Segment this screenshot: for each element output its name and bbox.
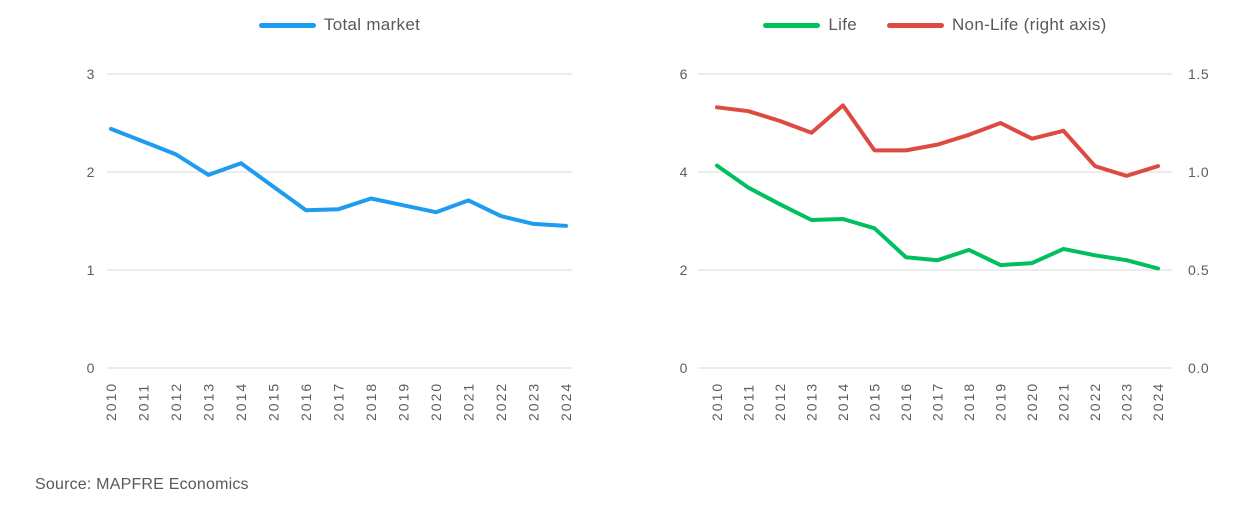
life-nonlife-chart: Life Non-Life (right axis) 0 0.0 2 0.5 4 1.0 6…	[626, 0, 1252, 440]
x-axis-tick: 2022	[493, 382, 509, 421]
life-legend-label: Life	[828, 15, 857, 34]
left-axis-tick: 6	[680, 66, 688, 82]
x-axis-tick: 2013	[804, 382, 820, 421]
right-axis-tick: 0.5	[1188, 262, 1209, 278]
x-axis-tick: 2021	[1056, 382, 1072, 421]
total-market-chart: Total market 0 1 2 3 2010 2011 2012 2013 2014 201…	[0, 0, 620, 440]
x-axis-tick: 2018	[961, 382, 977, 421]
life-nonlife-plot: 0 0.0 2 0.5 4 1.0 6 1.5 2010 2011 2012 2013 2014 2015…	[680, 66, 1209, 421]
total-market-line	[109, 126, 568, 228]
life-line-swatch	[763, 22, 821, 28]
x-axis-tick: 2015	[867, 382, 883, 421]
life-line	[715, 163, 1160, 271]
left-axis-tick: 2	[680, 262, 688, 278]
total-market-plot: 0 1 2 3 2010 2011 2012 2013 2014 2015 2016 2017 2018…	[87, 66, 574, 421]
total-market-legend: Total market	[107, 15, 572, 35]
source-note: Source: MAPFRE Economics	[35, 476, 249, 493]
left-axis-tick: 2	[87, 164, 95, 180]
non-life-right-axis-line	[715, 103, 1160, 178]
legend-item-life: Life	[763, 15, 857, 35]
total-market-legend-label: Total market	[323, 15, 421, 34]
x-axis-tick: 2010	[709, 382, 725, 421]
x-axis-tick: 2011	[136, 383, 152, 421]
right-axis-tick: 1.0	[1188, 164, 1209, 180]
non-life-line-swatch	[886, 22, 944, 28]
x-axis-tick: 2010	[103, 382, 119, 421]
x-axis-tick: 2023	[526, 382, 542, 421]
x-axis-tick: 2011	[741, 383, 757, 421]
x-axis-tick: 2020	[428, 382, 444, 421]
x-axis-tick: 2012	[168, 382, 184, 421]
x-axis-tick: 2021	[461, 382, 477, 421]
left-axis-tick: 1	[87, 262, 95, 278]
left-axis-tick: 0	[87, 360, 95, 376]
left-axis-tick: 3	[87, 66, 95, 82]
left-axis-tick: 0	[680, 360, 688, 376]
x-axis-tick: 2014	[233, 382, 249, 421]
x-axis-tick: 2017	[930, 382, 946, 421]
right-axis-tick: 0.0	[1188, 360, 1209, 376]
x-axis-tick: 2019	[993, 382, 1009, 421]
x-axis-tick: 2019	[396, 382, 412, 421]
right-axis-tick: 1.5	[1188, 66, 1209, 82]
left-axis-tick: 4	[680, 164, 688, 180]
total-market-line-swatch	[258, 22, 316, 28]
life-nonlife-legend: Life Non-Life (right axis)	[698, 15, 1172, 35]
x-axis-tick: 2013	[201, 382, 217, 421]
x-axis-tick: 2017	[331, 382, 347, 421]
non-life-legend-label: Non-Life (right axis)	[951, 15, 1107, 34]
legend-item-non-life: Non-Life (right axis)	[886, 15, 1107, 35]
x-axis-tick: 2023	[1119, 382, 1135, 421]
x-axis-tick: 2024	[1150, 382, 1166, 421]
x-axis-tick: 2022	[1087, 382, 1103, 421]
x-axis-tick: 2015	[266, 382, 282, 421]
x-axis-tick: 2024	[558, 382, 574, 421]
x-axis-tick: 2014	[835, 382, 851, 421]
legend-item-total-market: Total market	[258, 15, 421, 35]
x-axis-tick: 2016	[898, 382, 914, 421]
x-axis-tick: 2020	[1024, 382, 1040, 421]
x-axis-tick: 2018	[363, 382, 379, 421]
x-axis-tick: 2012	[772, 382, 788, 421]
x-axis-tick: 2016	[298, 382, 314, 421]
